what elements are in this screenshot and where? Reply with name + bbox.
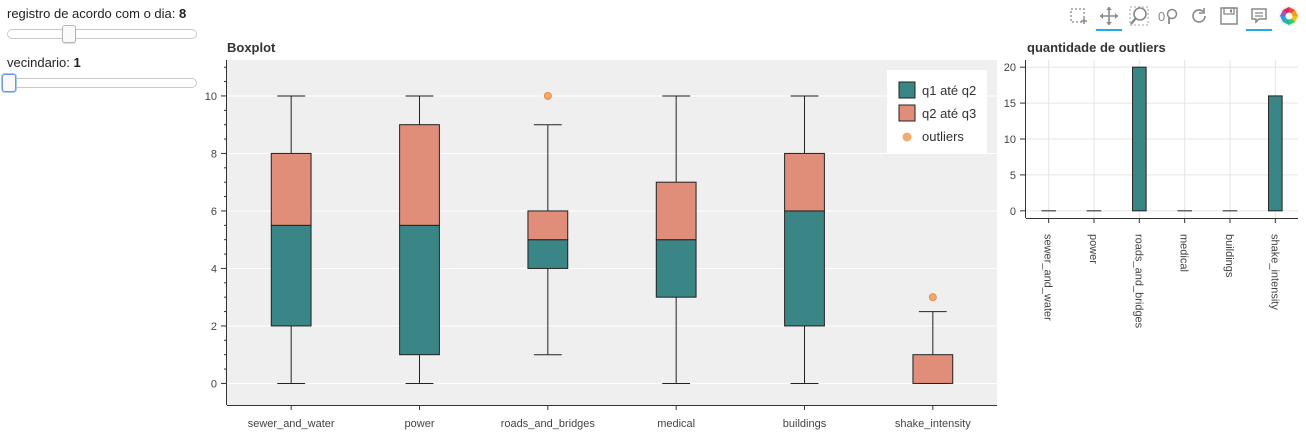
day-slider-handle[interactable] bbox=[62, 25, 77, 43]
box-zoom-icon[interactable] bbox=[1066, 3, 1092, 29]
neighborhood-slider-label: vecindario: bbox=[7, 55, 74, 70]
legend-label: q1 até q2 bbox=[922, 83, 976, 98]
x-tick-label: roads_and_bridges bbox=[501, 418, 596, 430]
boxplot-plot-area bbox=[227, 60, 997, 405]
box-lower bbox=[784, 210, 825, 327]
plot-toolbar: 0 bbox=[1066, 2, 1302, 31]
box-upper bbox=[527, 210, 569, 241]
outliers-chart-title: quantidade de outliers bbox=[1027, 40, 1166, 55]
box-upper bbox=[655, 181, 697, 241]
day-slider-track[interactable] bbox=[7, 25, 197, 43]
boxplot-chart[interactable]: 0 2 4 6 8 10 sewer_and_water power roads_and_bri… bbox=[190, 55, 1005, 434]
outlier-point bbox=[928, 293, 937, 302]
legend-label: q2 até q3 bbox=[922, 106, 976, 121]
bar bbox=[1132, 66, 1147, 212]
svg-text:0: 0 bbox=[1158, 9, 1165, 24]
y-tick-label: 6 bbox=[211, 206, 217, 218]
outliers-bar-chart[interactable]: 0 5 10 15 20 sewer_and_water power roads_and_br… bbox=[1000, 55, 1306, 434]
hover-icon[interactable] bbox=[1246, 3, 1272, 31]
neighborhood-slider-handle[interactable] bbox=[2, 74, 16, 92]
outlier-point bbox=[543, 91, 552, 100]
box-lower bbox=[655, 239, 697, 298]
y-tick-label: 10 bbox=[1004, 134, 1016, 146]
x-tick-label: shake_intensity bbox=[1268, 234, 1280, 310]
x-tick-label: sewer_and_water bbox=[248, 418, 335, 430]
legend-marker bbox=[902, 132, 912, 142]
x-tick-label: power bbox=[1087, 234, 1099, 264]
y-tick-label: 0 bbox=[211, 378, 217, 390]
y-tick-label: 15 bbox=[1004, 98, 1016, 110]
box-lower bbox=[527, 239, 569, 269]
y-tick-label: 5 bbox=[1010, 170, 1016, 182]
box-lower bbox=[270, 224, 312, 327]
neighborhood-slider-widget: vecindario: 1 bbox=[7, 55, 81, 70]
bar bbox=[1268, 95, 1283, 212]
x-tick-label: medical bbox=[657, 418, 695, 430]
x-tick-label: medical bbox=[1178, 234, 1190, 272]
x-tick-label: buildings bbox=[1223, 234, 1235, 278]
day-slider-widget: registro de acordo com o dia: 8 bbox=[7, 6, 186, 21]
neighborhood-slider-track[interactable] bbox=[2, 74, 197, 92]
reset-icon[interactable] bbox=[1186, 3, 1212, 29]
legend-label: outliers bbox=[922, 129, 964, 144]
legend-swatch bbox=[898, 81, 916, 99]
y-tick-label: 10 bbox=[205, 91, 217, 103]
x-tick-label: power bbox=[405, 418, 435, 430]
day-slider-label: registro de acordo com o dia: bbox=[7, 6, 179, 21]
x-tick-label: shake_intensity bbox=[895, 418, 971, 430]
day-slider-value: 8 bbox=[178, 6, 187, 21]
box-upper bbox=[399, 124, 440, 226]
x-tick-label: sewer_and_water bbox=[1042, 234, 1054, 321]
box-upper bbox=[784, 152, 825, 212]
y-tick-label: 2 bbox=[211, 321, 217, 333]
y-tick-label: 4 bbox=[211, 263, 217, 275]
neighborhood-slider-value: 1 bbox=[73, 55, 81, 70]
y-tick-label: 20 bbox=[1004, 62, 1016, 74]
box-upper bbox=[912, 354, 954, 384]
zoom-axis-icon[interactable]: 0 bbox=[1156, 3, 1182, 29]
legend-swatch bbox=[898, 104, 916, 122]
bokeh-logo-icon[interactable] bbox=[1276, 3, 1302, 29]
save-icon[interactable] bbox=[1216, 3, 1242, 29]
box-upper bbox=[270, 152, 312, 226]
box-lower bbox=[399, 224, 440, 356]
boxplot-title: Boxplot bbox=[227, 40, 276, 55]
x-tick-label: roads_and_bridges bbox=[1132, 234, 1144, 329]
y-tick-label: 8 bbox=[211, 148, 217, 160]
y-tick-label: 0 bbox=[1010, 206, 1016, 218]
zoom-icon[interactable] bbox=[1126, 3, 1152, 29]
neighborhood-slider-title: vecindario: 1 bbox=[7, 55, 81, 70]
x-tick-label: buildings bbox=[783, 418, 827, 430]
pan-icon[interactable] bbox=[1096, 3, 1122, 31]
day-slider-title: registro de acordo com o dia: 8 bbox=[7, 6, 186, 21]
